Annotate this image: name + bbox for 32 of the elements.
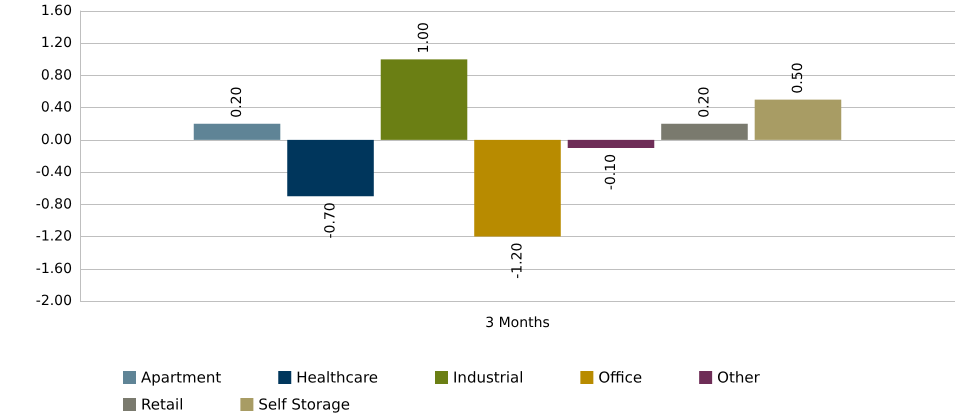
y-tick-label: 0.80 [40,67,72,84]
legend-label: Healthcare [296,368,424,386]
legend-label: Apartment [141,368,266,386]
y-tick-label: -2.00 [36,293,72,309]
data-label: -1.20 [510,242,526,279]
y-tick-label: -0.80 [36,196,72,212]
legend-label: Retail [141,396,228,414]
data-label: 0.20 [229,86,246,118]
bar [661,124,748,140]
bar [754,100,842,140]
data-label: 0.20 [696,86,712,118]
legend-label: Office [598,368,688,386]
bar [568,140,654,148]
x-tick-label: 3 Months [485,315,550,331]
y-tick-label: -0.40 [36,164,72,180]
y-tick-label: 1.20 [40,35,72,52]
bar [380,59,468,140]
y-tick-label: 0.00 [40,132,72,148]
data-label: 0.50 [790,62,806,94]
y-tick-label: 0.40 [40,100,72,116]
data-label: -0.10 [602,154,619,190]
data-label: -0.70 [322,202,339,239]
legend-label: Self Storage [258,396,396,414]
legend-label: Other [717,368,805,386]
bar [194,124,280,140]
y-tick-label: 1.60 [40,3,72,19]
bar [287,140,374,196]
y-tick-label: -1.60 [36,260,72,277]
y-tick-label: -1.20 [36,228,72,245]
legend-label: Industrial [453,368,568,386]
data-label: 1.00 [416,22,432,54]
bar [474,140,561,237]
